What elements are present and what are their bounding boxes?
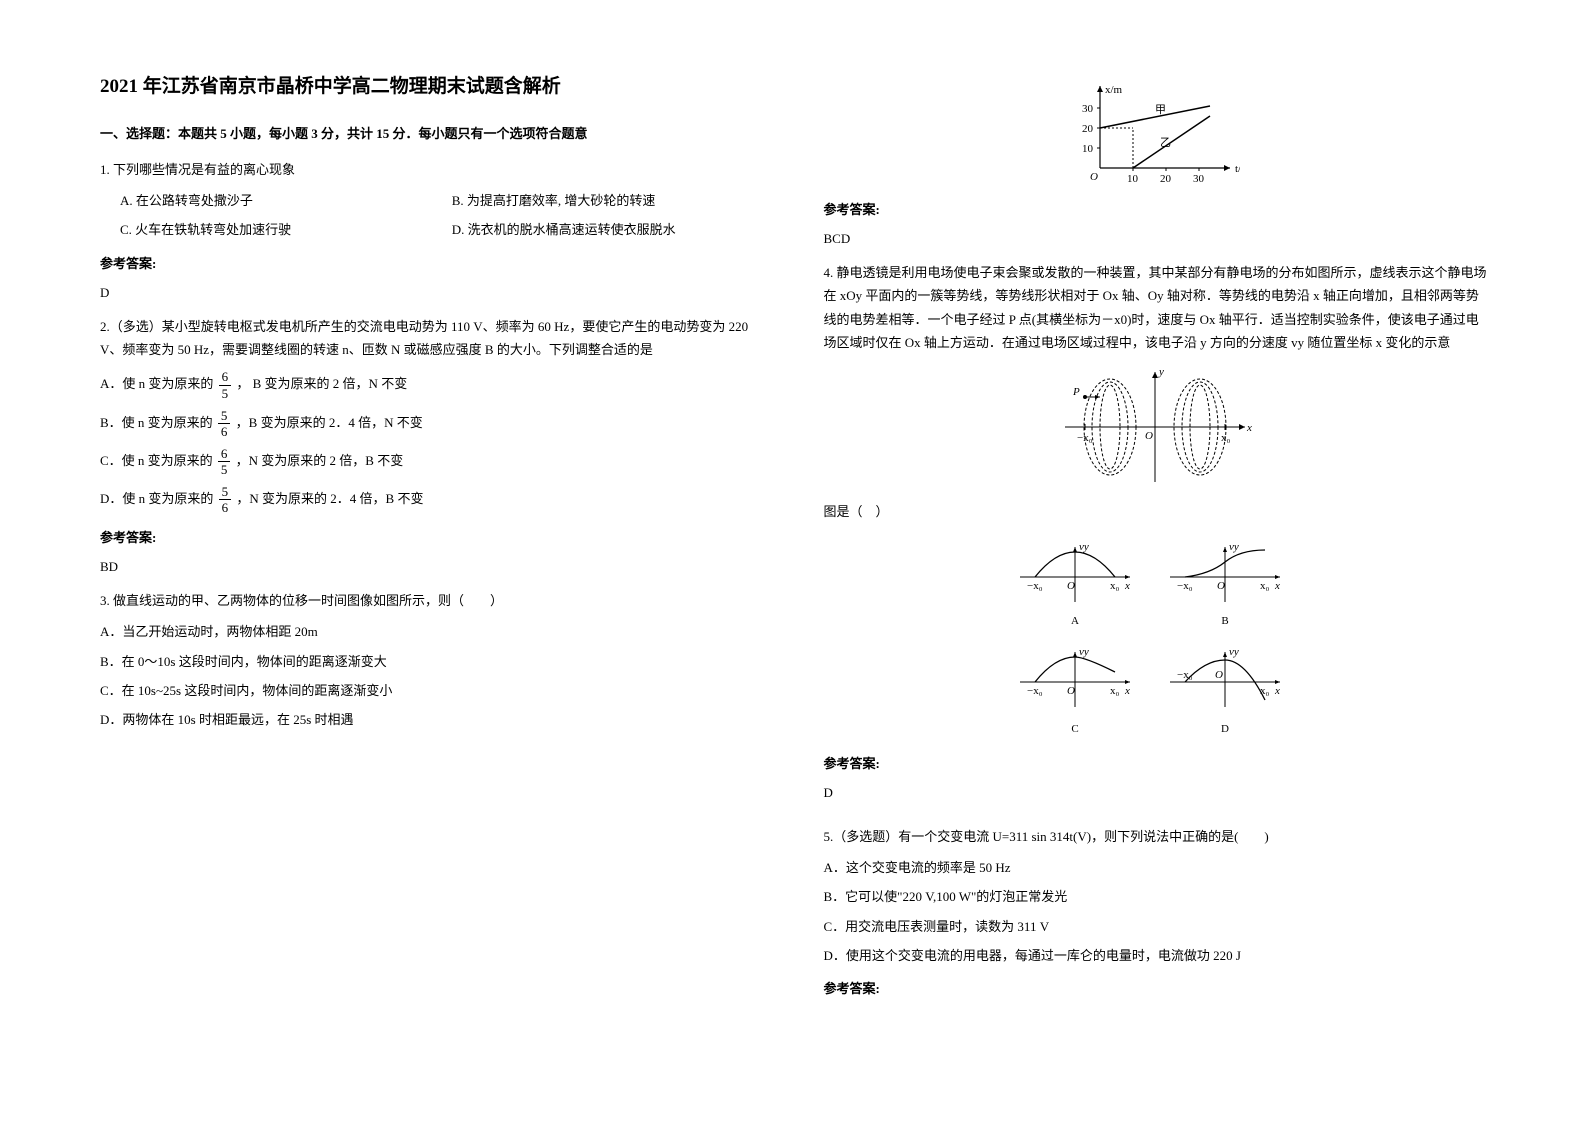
svg-text:x: x [1274,685,1280,697]
svg-text:x/m: x/m [1105,84,1123,96]
svg-text:vy: vy [1079,541,1089,553]
svg-text:y: y [1158,366,1164,378]
q1-answer: D [100,281,764,304]
q4-equipotential: x y O P −x₀ x₀ [1055,362,1255,492]
svg-text:O: O [1215,669,1223,681]
q2-text: 2.（多选）某小型旋转电枢式发电机所产生的交流电电动势为 110 V、频率为 6… [100,315,764,362]
q5-option-d: D．使用这个交变电流的用电器，每通过一库仑的电量时，电流做功 220 J [824,944,1488,967]
q2-option-b: B．使 n 变为原来的 56 ，B 变为原来的 2．4 倍，N 不变 [100,408,764,440]
svg-text:乙: 乙 [1160,136,1171,149]
q5-option-c: C．用交流电压表测量时，读数为 311 V [824,915,1488,938]
svg-text:x₀: x₀ [1110,580,1120,592]
svg-text:x₀: x₀ [1221,432,1231,444]
q2b-pre: B．使 n 变为原来的 [100,415,216,430]
q4-answer: D [824,781,1488,804]
q5-option-a: A．这个交变电流的频率是 50 Hz [824,856,1488,879]
svg-text:−x₀: −x₀ [1027,580,1043,592]
q4-text: 4. 静电透镜是利用电场使电子束会聚或发散的一种装置，其中某部分有静电场的分布如… [824,261,1488,355]
svg-text:10: 10 [1127,173,1139,185]
svg-text:x: x [1274,580,1280,592]
svg-text:P: P [1072,386,1080,398]
q1-option-a: A. 在公路转弯处撒沙子 [100,189,432,212]
q5-option-b: B．它可以使"220 V,100 W"的灯泡正常发光 [824,885,1488,908]
svg-text:20: 20 [1160,173,1172,185]
svg-text:x: x [1246,422,1252,434]
fraction-5-6: 56 [218,408,231,440]
question-5: 5.（多选题）有一个交变电流 U=311 sin 314t(V)，则下列说法中正… [824,825,1488,1001]
q3-text: 3. 做直线运动的甲、乙两物体的位移一时间图像如图所示，则（ ） [100,589,764,612]
q2c-pre: C．使 n 变为原来的 [100,453,216,468]
svg-text:O: O [1145,430,1153,442]
page-title: 2021 年江苏省南京市晶桥中学高二物理期末试题含解析 [100,70,764,104]
svg-text:D: D [1221,723,1229,735]
svg-text:O: O [1067,580,1075,592]
svg-text:20: 20 [1082,123,1094,135]
q2c-post: ，N 变为原来的 2 倍，B 不变 [236,453,404,468]
q2-option-c: C．使 n 变为原来的 65 ，N 变为原来的 2 倍，B 不变 [100,446,764,478]
svg-text:B: B [1222,615,1229,627]
q5-text: 5.（多选题）有一个交变电流 U=311 sin 314t(V)，则下列说法中正… [824,825,1488,848]
q1-text: 1. 下列哪些情况是有益的离心现象 [100,158,764,181]
fraction-6-5-2: 65 [218,446,231,478]
question-1: 1. 下列哪些情况是有益的离心现象 A. 在公路转弯处撒沙子 B. 为提高打磨效… [100,158,764,305]
q3-answer: BCD [824,227,1488,250]
question-2: 2.（多选）某小型旋转电枢式发电机所产生的交流电电动势为 110 V、频率为 6… [100,315,764,579]
svg-text:vy: vy [1079,646,1089,658]
svg-text:C: C [1072,723,1079,735]
q2-option-d: D．使 n 变为原来的 56 ，N 变为原来的 2．4 倍，B 不变 [100,484,764,516]
svg-text:30: 30 [1082,103,1094,115]
q3-option-d: D．两物体在 10s 时相距最远，在 25s 时相遇 [100,708,764,731]
q2-answer: BD [100,555,764,578]
svg-text:O: O [1217,580,1225,592]
q2-option-a: A．使 n 变为原来的 65 ， B 变为原来的 2 倍，N 不变 [100,369,764,401]
q4-options-grid: vy x O −x₀ x₀ A vy x O −x₀ x₀ B [1005,532,1305,742]
q1-option-d: D. 洗衣机的脱水桶高速运转使衣服脱水 [432,218,764,241]
q5-answer-label: 参考答案: [824,977,1488,1000]
svg-text:A: A [1071,615,1079,627]
q3-option-a: A．当乙开始运动时，两物体相距 20m [100,620,764,643]
svg-text:−x₀: −x₀ [1077,432,1093,444]
q3-option-b: B．在 0～10s 这段时间内，物体间的距离逐渐变大 [100,650,764,673]
svg-text:x₀: x₀ [1110,685,1120,697]
q3-option-c: C．在 10s~25s 这段时间内，物体间的距离逐渐变小 [100,679,764,702]
section-header: 一、选择题：本题共 5 小题，每小题 3 分，共计 15 分．每小题只有一个选项… [100,122,764,145]
q2a-pre: A．使 n 变为原来的 [100,376,217,391]
q2b-post: ，B 变为原来的 2．4 倍，N 不变 [236,415,423,430]
svg-text:O: O [1067,685,1075,697]
svg-text:vy: vy [1229,646,1239,658]
svg-text:O: O [1090,171,1098,183]
q1-option-b: B. 为提高打磨效率, 增大砂轮的转速 [432,189,764,212]
fraction-5-6-2: 56 [219,484,232,516]
svg-text:−x₀: −x₀ [1177,669,1193,681]
q4-answer-label: 参考答案: [824,752,1488,775]
q3-xt-graph: t/s x/m O 10 20 30 10 20 30 甲 乙 [1070,78,1240,188]
svg-text:x₀: x₀ [1260,580,1270,592]
svg-text:−x₀: −x₀ [1177,580,1193,592]
left-column: 2021 年江苏省南京市晶桥中学高二物理期末试题含解析 一、选择题：本题共 5 … [100,70,764,1052]
svg-text:x₀: x₀ [1260,685,1270,697]
svg-text:x: x [1124,580,1130,592]
fraction-6-5: 65 [219,369,232,401]
q1-option-c: C. 火车在铁轨转弯处加速行驶 [100,218,432,241]
svg-text:10: 10 [1082,143,1094,155]
question-3: 3. 做直线运动的甲、乙两物体的位移一时间图像如图所示，则（ ） A．当乙开始运… [100,589,764,732]
svg-text:甲: 甲 [1155,104,1166,116]
svg-text:vy: vy [1229,541,1239,553]
svg-text:−x₀: −x₀ [1027,685,1043,697]
q1-answer-label: 参考答案: [100,252,764,275]
svg-text:30: 30 [1193,173,1205,185]
q2d-post: ，N 变为原来的 2．4 倍，B 不变 [236,491,423,506]
q4-text2: 图是（ ） [824,500,1488,523]
question-4: 4. 静电透镜是利用电场使电子束会聚或发散的一种装置，其中某部分有静电场的分布如… [824,261,1488,815]
q2d-pre: D．使 n 变为原来的 [100,491,217,506]
q3-answer-label: 参考答案: [824,198,1488,221]
right-column: t/s x/m O 10 20 30 10 20 30 甲 乙 [824,70,1488,1052]
svg-text:t/s: t/s [1235,163,1240,175]
q2-answer-label: 参考答案: [100,526,764,549]
svg-text:x: x [1124,685,1130,697]
q2a-post: ， B 变为原来的 2 倍，N 不变 [236,376,407,391]
